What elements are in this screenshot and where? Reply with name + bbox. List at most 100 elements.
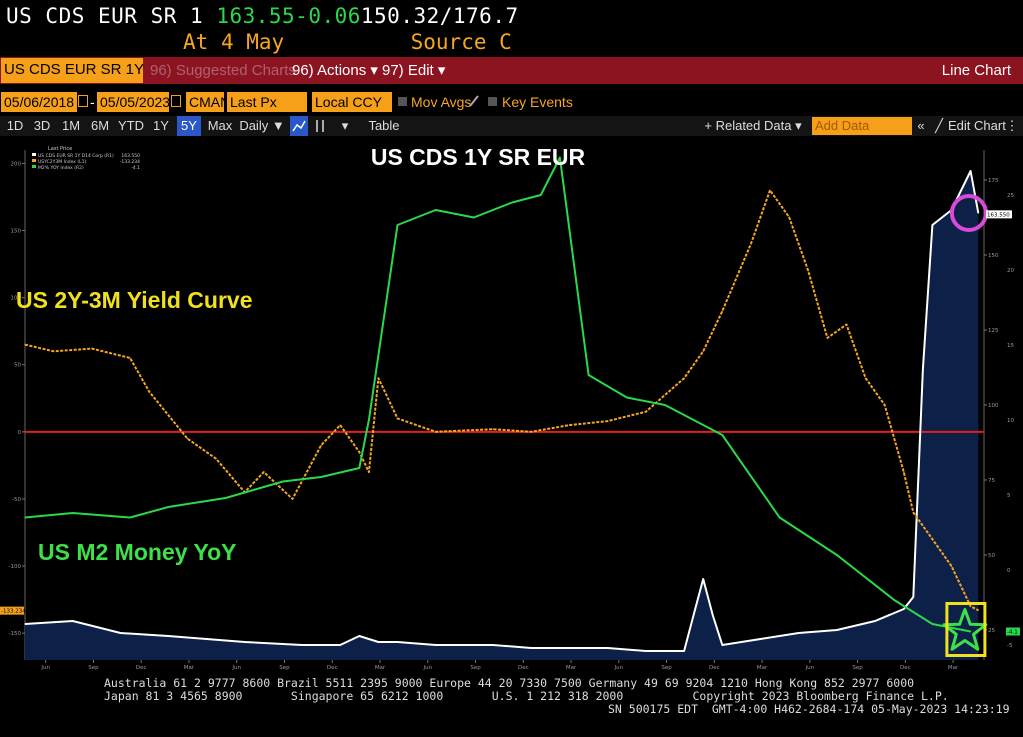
collapse-icon[interactable]: «	[917, 118, 925, 133]
range-bar: 1D 3D 1M 6M YTD 1Y 5Y Max Daily ▼ ▾ Tabl…	[0, 116, 1023, 136]
key-events-checkbox[interactable]	[488, 97, 497, 106]
line-chart-icon[interactable]	[290, 116, 308, 136]
chevron-down-icon[interactable]: ▾	[341, 118, 349, 133]
m2-series-point	[836, 554, 838, 556]
currency-field[interactable]: Local CCY	[312, 92, 392, 112]
edit-chart-button[interactable]: Edit Chart	[948, 118, 1006, 133]
x-tick-label: Jun	[614, 665, 624, 670]
yield-curve-series-point	[320, 444, 322, 446]
key-events-label: Key Events	[502, 94, 573, 110]
day-range: 150.32/176.7	[360, 4, 519, 28]
range-1d[interactable]: 1D	[6, 118, 24, 133]
add-data-field[interactable]: Add Data	[812, 117, 912, 135]
edit-menu[interactable]: 97) Edit ▾	[382, 62, 446, 79]
yield-curve-series-point	[721, 310, 723, 312]
yield-curve-series-point	[568, 424, 571, 426]
cds-series-point	[874, 620, 876, 622]
yield-curve-series-point	[358, 451, 360, 453]
yield-curve-series-point	[24, 344, 26, 346]
cds-series-point	[977, 212, 979, 214]
m2-series-point	[721, 434, 723, 436]
x-tick-label: Mar	[757, 665, 768, 670]
end-date-field[interactable]: 05/05/2023	[97, 92, 169, 112]
m2-series-point	[72, 512, 74, 514]
yield-curve-series-point	[215, 458, 217, 460]
field-bar: 05/06/2018 - 05/05/2023 CMAN Last Px Loc…	[0, 90, 1023, 114]
cds-series-point	[693, 614, 695, 616]
left-tick-label: 0	[18, 430, 22, 436]
m2-last-value: -4.1	[1007, 630, 1018, 636]
m2-series-point	[282, 480, 284, 483]
yield-curve-series-point	[129, 357, 131, 359]
legend-label: M2% YOY Index (R2)	[38, 165, 84, 171]
suggested-charts-button[interactable]: 96) Suggested Charts	[150, 62, 296, 79]
legend-label: US CDS EUR SR 1Y D14 Corp (R1)	[38, 153, 114, 159]
mov-avgs-checkbox[interactable]	[398, 97, 407, 106]
cds-series-point	[205, 638, 208, 640]
chart-type-label: Line Chart	[941, 62, 1011, 79]
yield-curve-series-point	[826, 337, 829, 339]
m2-series-point	[559, 156, 561, 159]
range-max[interactable]: Max	[207, 118, 233, 133]
cds-series-point	[683, 650, 685, 652]
calendar-icon[interactable]	[171, 95, 181, 107]
candlestick-icon[interactable]	[312, 116, 328, 136]
right-m2-tick-label: 15	[1007, 343, 1014, 349]
x-tick-label: Sep	[661, 665, 672, 670]
right-m2-tick-label: 10	[1007, 418, 1014, 424]
cds-series-point	[377, 641, 379, 643]
legend-value: -133.234	[120, 159, 140, 165]
price-type-field[interactable]: Last Px	[227, 92, 307, 112]
x-tick-label: Sep	[279, 665, 290, 670]
m2-series-point	[664, 404, 666, 406]
settings-icon[interactable]: ⋮	[1005, 118, 1019, 133]
footer-session: SN 500175 EDT GMT-4:00 H462-2684-174 05-…	[608, 702, 1010, 716]
last-price: 163.55	[216, 4, 296, 28]
pencil-icon[interactable]: ╱	[935, 118, 943, 133]
range-3d[interactable]: 3D	[33, 118, 51, 133]
pencil-icon[interactable]	[468, 94, 480, 108]
cds-series-point	[903, 608, 905, 610]
legend-value: 163.550	[121, 153, 140, 159]
cds-series-point	[970, 170, 972, 172]
x-tick-label: Jun	[805, 665, 815, 670]
yield-curve-series-point	[186, 438, 188, 440]
m2-series-point	[893, 599, 895, 601]
legend-label: USYC2Y3M Index (L1)	[38, 159, 87, 165]
yield-curve-annotation: US 2Y-3M Yield Curve	[16, 287, 252, 313]
x-tick-label: Jun	[422, 665, 432, 670]
cds-series-point	[492, 644, 494, 646]
x-tick-label: Sep	[852, 665, 863, 670]
table-button[interactable]: Table	[368, 118, 400, 133]
x-tick-label: Dec	[518, 665, 529, 670]
frequency-dropdown[interactable]: Daily ▼	[239, 118, 285, 133]
right-m2-tick-label: 5	[1007, 493, 1011, 499]
cds-series-point	[568, 647, 571, 649]
right-tick-label: 25	[988, 628, 995, 634]
actions-menu[interactable]: 96) Actions ▾	[292, 62, 378, 79]
range-1y[interactable]: 1Y	[153, 118, 169, 133]
yield-curve-series-point	[683, 377, 685, 379]
legend-swatch	[32, 153, 36, 156]
footer-contacts-1: Australia 61 2 9777 8600 Brazil 5511 239…	[104, 676, 915, 690]
range-6m[interactable]: 6M	[90, 118, 110, 133]
range-ytd[interactable]: YTD	[118, 118, 144, 133]
yield-curve-series-point	[607, 420, 609, 422]
ticker-name: US CDS EUR SR 1	[6, 4, 204, 28]
range-1m[interactable]: 1M	[61, 118, 81, 133]
cds-series-point	[530, 647, 532, 649]
yield-curve-series-point	[788, 216, 790, 218]
price-line: US CDS EUR SR 1 163.55-0.06150.32/176.7	[6, 4, 519, 28]
yield-curve-series-point	[291, 498, 294, 500]
m2-series-point	[368, 419, 370, 421]
range-5y[interactable]: 5Y	[177, 116, 201, 136]
m2-series-point	[626, 396, 628, 399]
m2-series-point	[931, 623, 934, 625]
calendar-icon[interactable]	[78, 95, 88, 107]
start-date-field[interactable]: 05/06/2018	[1, 92, 77, 112]
ticker-field[interactable]: US CDS EUR SR 1Y D	[1, 58, 143, 83]
related-data-button[interactable]: + Related Data ▾	[704, 118, 802, 133]
cds-series-point	[798, 632, 800, 634]
source-field[interactable]: CMAN	[186, 92, 224, 112]
left-tick-label: 150	[11, 229, 22, 235]
